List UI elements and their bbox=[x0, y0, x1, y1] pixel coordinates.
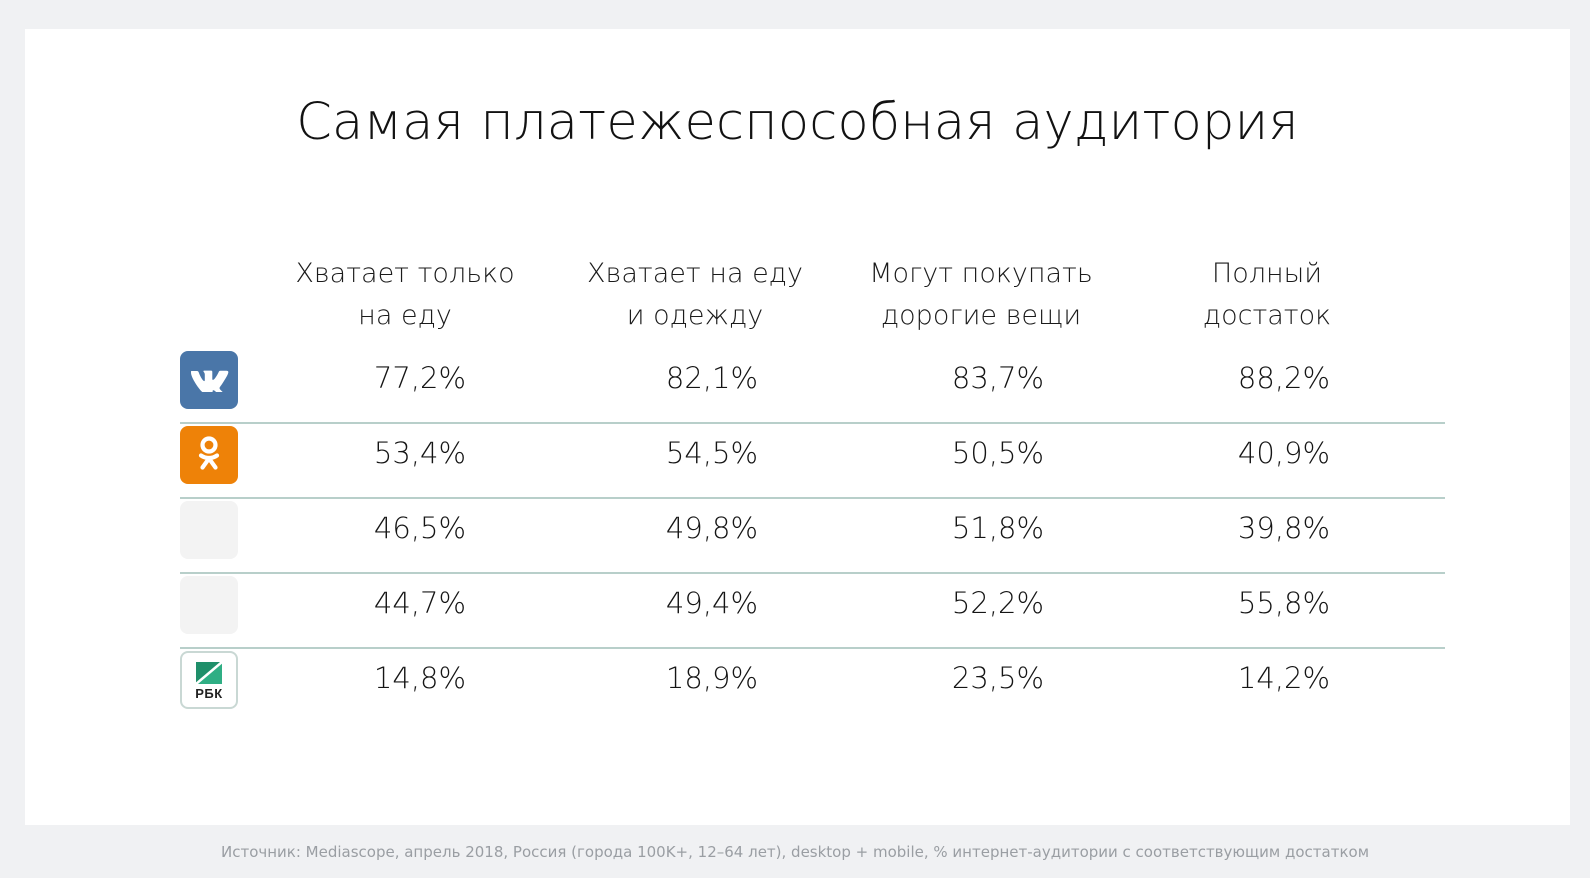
vk-logo-icon bbox=[180, 351, 238, 409]
column-header-line: Хватает на еду bbox=[587, 258, 803, 289]
column-header-food-only: Хватает только на еду bbox=[265, 253, 545, 337]
column-header-line: Полный bbox=[1211, 258, 1323, 289]
audience-table: 77,2% 82,1% 83,7% 88,2% 53,4% 54,5% 50,5… bbox=[180, 349, 1445, 724]
table-row: 44,7% 49,4% 52,2% 55,8% bbox=[180, 574, 1445, 649]
table-cell: 50,5% bbox=[951, 436, 1045, 470]
table-cell: 46,5% bbox=[373, 511, 467, 545]
table-cell: 51,8% bbox=[951, 511, 1045, 545]
rbk-logo-text: РБК bbox=[195, 685, 223, 701]
table-cell: 14,8% bbox=[373, 661, 467, 695]
table-cell: 23,5% bbox=[951, 661, 1045, 695]
table-cell: 39,8% bbox=[1237, 511, 1331, 545]
column-header-line: Хватает только bbox=[295, 258, 515, 289]
source-footnote: Источник: Mediascope, апрель 2018, Росси… bbox=[220, 843, 1370, 861]
column-header-line: Могут покупать bbox=[869, 258, 1093, 289]
column-header-line: дорогие вещи bbox=[880, 300, 1082, 331]
table-cell: 83,7% bbox=[951, 361, 1045, 395]
column-header-expensive-goods: Могут покупать дорогие вещи bbox=[841, 253, 1121, 337]
page-title: Самая платежеспособная аудитория bbox=[296, 93, 1299, 152]
table-row: РБК 14,8% 18,9% 23,5% 14,2% bbox=[180, 649, 1445, 724]
column-header-food-clothes: Хватает на еду и одежду bbox=[555, 253, 835, 337]
table-cell: 77,2% bbox=[373, 361, 467, 395]
table-row: 46,5% 49,8% 51,8% 39,8% bbox=[180, 499, 1445, 574]
table-cell: 49,4% bbox=[665, 586, 759, 620]
table-header: Хватает только на еду Хватает на еду и о… bbox=[25, 253, 1570, 343]
odnoklassniki-logo-icon bbox=[180, 426, 238, 484]
table-cell: 52,2% bbox=[951, 586, 1045, 620]
table-cell: 54,5% bbox=[665, 436, 759, 470]
table-cell: 40,9% bbox=[1237, 436, 1331, 470]
table-cell: 18,9% bbox=[665, 661, 759, 695]
column-header-line: и одежду bbox=[626, 300, 764, 331]
blank-logo-icon bbox=[180, 576, 238, 634]
table-cell: 82,1% bbox=[665, 361, 759, 395]
table-cell: 88,2% bbox=[1237, 361, 1331, 395]
blank-logo-icon bbox=[180, 501, 238, 559]
column-header-full-wealth: Полный достаток bbox=[1127, 253, 1407, 337]
table-row: 53,4% 54,5% 50,5% 40,9% bbox=[180, 424, 1445, 499]
column-header-line: на еду bbox=[358, 300, 452, 331]
content-card: Самая платежеспособная аудитория Хватает… bbox=[25, 29, 1570, 825]
table-row: 77,2% 82,1% 83,7% 88,2% bbox=[180, 349, 1445, 424]
table-cell: 55,8% bbox=[1237, 586, 1331, 620]
table-cell: 53,4% bbox=[373, 436, 467, 470]
table-cell: 44,7% bbox=[373, 586, 467, 620]
rbk-logo-icon: РБК bbox=[180, 651, 238, 709]
column-header-line: достаток bbox=[1202, 300, 1332, 331]
table-cell: 49,8% bbox=[665, 511, 759, 545]
table-cell: 14,2% bbox=[1237, 661, 1331, 695]
